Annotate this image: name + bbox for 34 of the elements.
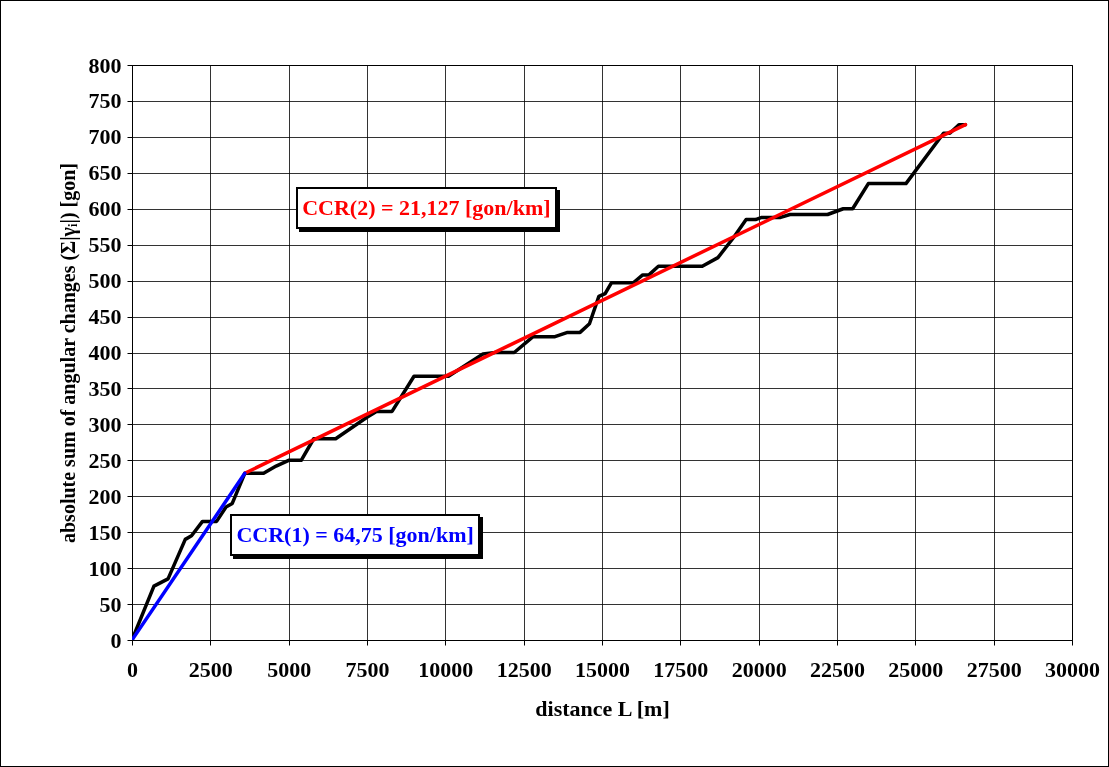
text: CCR(2) = 21,127 [gon/km] (296, 186, 557, 229)
x-tick-label: 15000 (575, 656, 630, 682)
x-tick-label: 25000 (888, 656, 944, 682)
y-tick-label: 300 (88, 411, 122, 437)
y-tick-label: 0 (110, 627, 122, 653)
x-tick-label: 5000 (267, 656, 312, 682)
y-tick-label: 50 (99, 591, 122, 617)
y-tick-label: 200 (88, 483, 122, 509)
y-tick-label: 800 (88, 52, 122, 78)
x-axis-title: distance L [m] (535, 695, 670, 721)
x-tick-label: 0 (127, 656, 138, 682)
y-tick-label: 350 (88, 375, 122, 401)
y-tick-label: 750 (88, 88, 122, 114)
y-axis-title: absolute sum of angular changes (Σ|γᵢ|) [gon] (56, 163, 80, 543)
x-tick-label: 10000 (418, 656, 474, 682)
y-tick-label: 500 (88, 268, 122, 294)
x-tick-label: 7500 (345, 656, 390, 682)
x-tick-label: 12500 (496, 656, 552, 682)
x-tick-label: 2500 (188, 656, 233, 682)
y-tick-label: 400 (88, 340, 122, 365)
y-tick-label: 250 (88, 447, 122, 473)
series-label: CCR(1) = 64,75 [gon/km] (230, 514, 480, 557)
x-tick-label: 17500 (653, 656, 709, 682)
y-tick-label: 600 (88, 196, 122, 222)
y-tick-label: 450 (88, 304, 122, 330)
x-tick-label: 22500 (810, 656, 865, 682)
x-tick-label: 30000 (1045, 656, 1100, 682)
y-tick-label: 650 (88, 160, 122, 186)
y-tick-label: 550 (88, 232, 122, 258)
y-tick-label: 100 (88, 555, 122, 581)
y-tick-label: 150 (88, 519, 122, 545)
y-tick-label: 700 (88, 124, 122, 150)
x-tick-label: 27500 (966, 656, 1022, 682)
x-tick-label: 20000 (731, 656, 787, 682)
